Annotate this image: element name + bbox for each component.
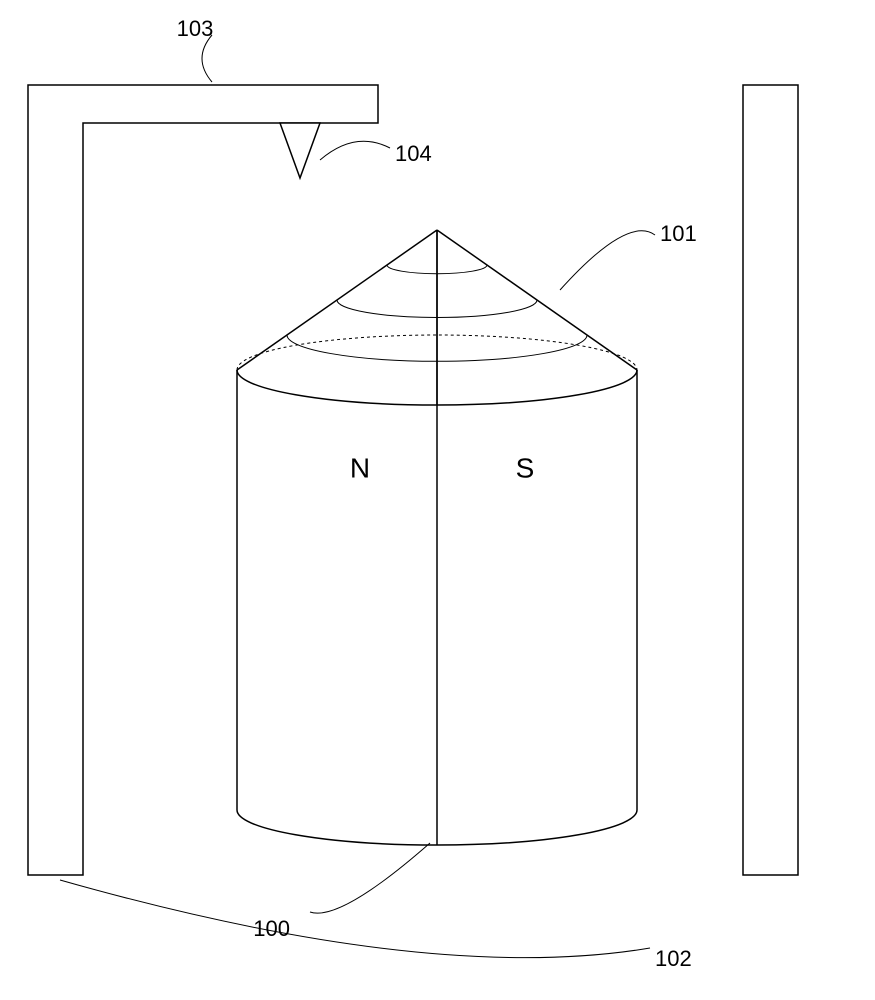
pole-label-s: S	[516, 452, 535, 483]
callout-label-101: 101	[660, 221, 697, 246]
technical-diagram: NS103104101100102	[0, 0, 875, 1000]
callout-leader	[320, 141, 390, 160]
probe-tip	[280, 123, 320, 178]
left-pillar-with-arm	[28, 85, 378, 875]
callout-label-103: 103	[177, 16, 214, 41]
right-pillar	[743, 85, 798, 875]
callout-leader	[202, 35, 212, 82]
callout-leader	[310, 843, 430, 913]
callout-leader-102	[60, 880, 650, 958]
pole-label-n: N	[350, 452, 370, 483]
callout-label-102: 102	[655, 946, 692, 971]
callout-label-104: 104	[395, 141, 432, 166]
callout-leader	[560, 231, 655, 290]
